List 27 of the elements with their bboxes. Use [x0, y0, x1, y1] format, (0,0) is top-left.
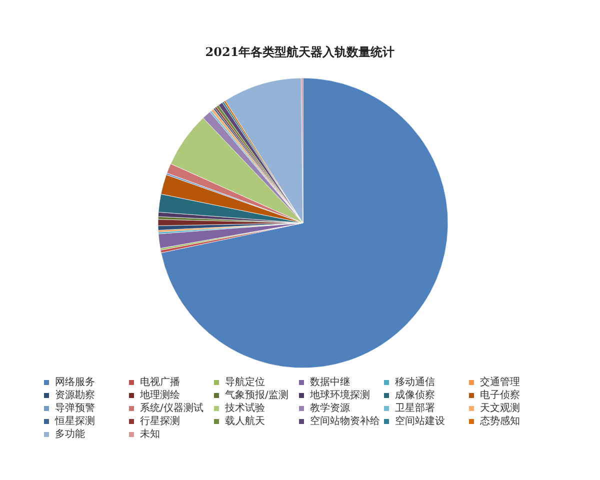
legend-label: 导航定位: [225, 376, 265, 389]
legend-label: 载人航天: [225, 414, 265, 428]
legend-label: 卫星部署: [395, 402, 435, 415]
legend-label: 空间站建设: [395, 414, 445, 428]
legend-label: 导弹预警: [55, 402, 95, 415]
legend-label: 空间站物资补给: [310, 414, 380, 428]
legend-label: 交通管理: [480, 376, 520, 389]
legend-label: 电子侦察: [480, 388, 520, 402]
legend-label: 恒星探测: [55, 414, 95, 428]
legend-label: 多功能: [55, 428, 85, 441]
legend-label: 教学资源: [310, 402, 350, 415]
legend-label: 气象预报/监测: [225, 388, 288, 402]
legend-label: 成像侦察: [395, 388, 435, 402]
legend-label: 地球环境探测: [310, 388, 370, 402]
legend-label: 未知: [140, 428, 160, 441]
legend-label: 电视广播: [140, 376, 180, 389]
legend-label: 技术试验: [225, 402, 265, 415]
legend-label: 行星探测: [140, 414, 180, 428]
legend-label: 移动通信: [395, 376, 435, 389]
legend-label: 资源勘察: [55, 388, 95, 402]
legend-label: 态势感知: [480, 414, 520, 428]
legend-label: 数据中继: [310, 376, 350, 389]
legend-label: 系统/仪器测试: [140, 402, 204, 415]
legend-label: 天文观测: [480, 402, 520, 415]
chart-title: 2021年各类型航天器入轨数量统计: [204, 44, 396, 61]
legend-label: 地理测绘: [140, 388, 180, 402]
legend-label: 网络服务: [55, 376, 95, 389]
